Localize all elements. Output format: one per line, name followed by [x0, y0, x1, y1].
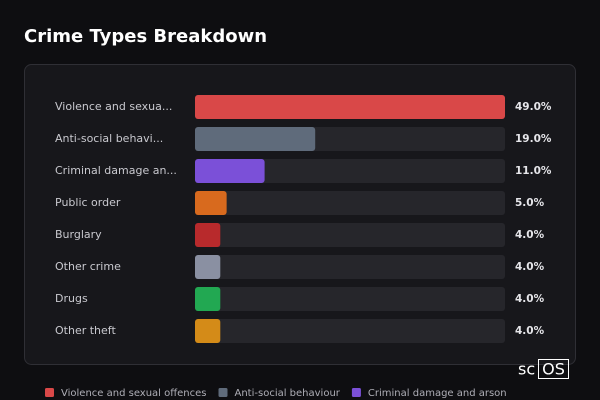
legend-label: Criminal damage and arson — [368, 388, 507, 399]
bar-track — [195, 159, 505, 183]
category-label: Anti-social behavi... — [55, 132, 163, 145]
category-label: Other theft — [55, 324, 116, 337]
legend-swatch — [45, 388, 54, 397]
value-label: 4.0% — [515, 293, 545, 305]
watermark-box — [538, 359, 569, 379]
bar — [195, 255, 221, 279]
category-label: Violence and sexua... — [55, 100, 172, 113]
bar — [195, 287, 221, 311]
value-label: 4.0% — [515, 325, 545, 337]
category-label: Drugs — [55, 292, 88, 305]
value-label: 11.0% — [515, 165, 552, 177]
value-label: 4.0% — [515, 261, 545, 273]
category-label: Other crime — [55, 260, 121, 273]
value-label: 19.0% — [515, 133, 552, 145]
legend-swatch — [218, 388, 228, 397]
category-label: Criminal damage an... — [55, 164, 177, 177]
category-label: Public order — [55, 196, 121, 209]
bar — [195, 319, 221, 343]
value-label: 49.0% — [515, 101, 552, 113]
chart-title: Crime Types Breakdown — [24, 26, 267, 47]
bar-track — [195, 287, 505, 311]
bar — [195, 223, 221, 247]
legend-label: Violence and sexual offences — [61, 388, 207, 399]
value-label: 5.0% — [515, 197, 545, 209]
watermark: sc OS — [518, 359, 569, 379]
bar-track — [195, 319, 505, 343]
legend-label: Anti-social behaviour — [235, 388, 341, 399]
category-label: Burglary — [55, 228, 102, 241]
bar — [195, 159, 265, 183]
watermark-text: OS — [542, 360, 565, 379]
watermark-text: sc — [518, 360, 535, 379]
bar — [195, 191, 227, 215]
bar-track — [195, 191, 505, 215]
bar — [195, 95, 505, 119]
legend-swatch — [351, 388, 361, 397]
bar-track — [195, 223, 505, 247]
value-label: 4.0% — [515, 229, 545, 241]
bar — [195, 127, 316, 151]
bar-track — [195, 255, 505, 279]
